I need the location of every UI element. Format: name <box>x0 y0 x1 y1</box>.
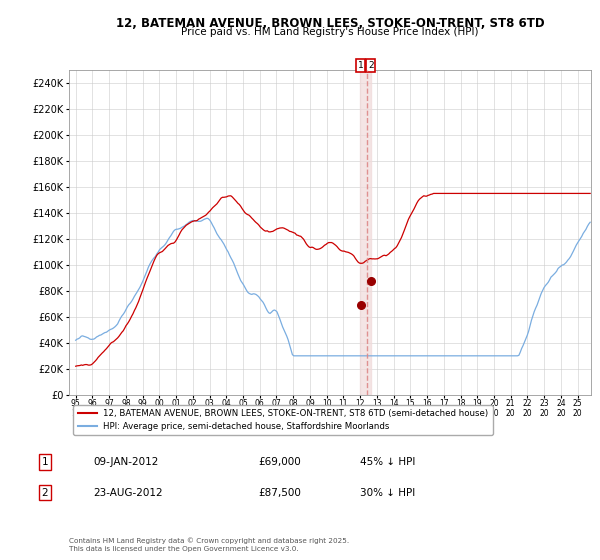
Bar <box>360 70 371 395</box>
Text: 2: 2 <box>41 488 49 498</box>
Text: £87,500: £87,500 <box>258 488 301 498</box>
Text: 2: 2 <box>368 61 374 70</box>
Text: Contains HM Land Registry data © Crown copyright and database right 2025.
This d: Contains HM Land Registry data © Crown c… <box>69 537 349 552</box>
Text: 09-JAN-2012: 09-JAN-2012 <box>93 457 158 467</box>
Text: Price paid vs. HM Land Registry's House Price Index (HPI): Price paid vs. HM Land Registry's House … <box>181 27 479 37</box>
Text: 12, BATEMAN AVENUE, BROWN LEES, STOKE-ON-TRENT, ST8 6TD: 12, BATEMAN AVENUE, BROWN LEES, STOKE-ON… <box>116 17 544 30</box>
Text: 1: 1 <box>41 457 49 467</box>
Legend: 12, BATEMAN AVENUE, BROWN LEES, STOKE-ON-TRENT, ST8 6TD (semi-detached house), H: 12, BATEMAN AVENUE, BROWN LEES, STOKE-ON… <box>73 405 493 435</box>
Text: 1: 1 <box>358 61 364 70</box>
Text: £69,000: £69,000 <box>258 457 301 467</box>
Text: 45% ↓ HPI: 45% ↓ HPI <box>360 457 415 467</box>
Text: 23-AUG-2012: 23-AUG-2012 <box>93 488 163 498</box>
Text: 30% ↓ HPI: 30% ↓ HPI <box>360 488 415 498</box>
